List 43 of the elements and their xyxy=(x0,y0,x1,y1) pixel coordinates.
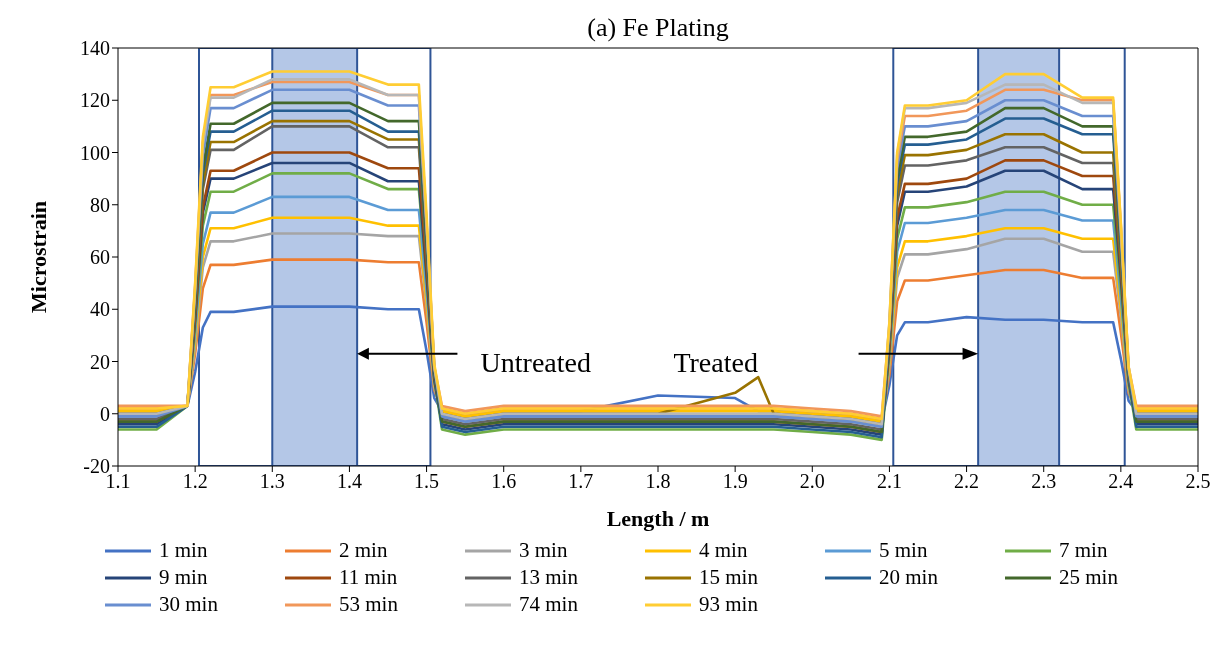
y-tick-label: 80 xyxy=(90,193,110,216)
x-tick-label: 1.5 xyxy=(414,470,440,493)
legend-label: 53 min xyxy=(339,592,398,617)
legend-label: 74 min xyxy=(519,592,578,617)
legend-label: 4 min xyxy=(699,538,748,563)
legend-label: 25 min xyxy=(1059,565,1118,590)
legend-label: 2 min xyxy=(339,538,388,563)
y-axis-title: Microstrain xyxy=(25,200,51,314)
y-tick-label: 40 xyxy=(90,298,110,321)
y-tick-label: 140 xyxy=(80,37,110,60)
x-tick-label: 1.7 xyxy=(568,470,594,493)
x-tick-label: 2.5 xyxy=(1185,470,1211,493)
legend-label: 11 min xyxy=(339,565,398,590)
x-tick-label: 2.4 xyxy=(1108,470,1134,493)
x-tick-label: 2.1 xyxy=(876,470,902,493)
y-tick-label: 100 xyxy=(80,141,110,164)
legend-label: 1 min xyxy=(159,538,208,563)
x-tick-label: 1.3 xyxy=(259,470,285,493)
x-tick-label: 1.2 xyxy=(182,470,208,493)
x-tick-label: 1.4 xyxy=(336,470,362,493)
x-tick-label: 2.2 xyxy=(954,470,980,493)
x-axis-title: Length / m xyxy=(606,506,710,531)
legend-label: 3 min xyxy=(519,538,568,563)
x-tick-label: 1.8 xyxy=(645,470,671,493)
legend-label: 20 min xyxy=(879,565,938,590)
x-tick-label: 2.0 xyxy=(799,470,825,493)
y-tick-label: 0 xyxy=(100,402,110,425)
x-tick-label: 1.9 xyxy=(722,470,748,493)
y-tick-label: 60 xyxy=(90,246,110,269)
legend-label: 15 min xyxy=(699,565,758,590)
x-tick-label: 1.6 xyxy=(491,470,517,493)
legend-label: 9 min xyxy=(159,565,208,590)
y-tick-label: 120 xyxy=(80,89,110,112)
legend-label: 30 min xyxy=(159,592,218,617)
y-tick-label: 20 xyxy=(90,350,110,373)
annotation: Treated xyxy=(673,346,758,378)
legend-label: 5 min xyxy=(879,538,928,563)
annotation: Untreated xyxy=(480,346,591,378)
x-tick-label: 2.3 xyxy=(1031,470,1057,493)
chart-title: (a) Fe Plating xyxy=(587,13,729,42)
legend-label: 7 min xyxy=(1059,538,1108,563)
legend-label: 93 min xyxy=(699,592,758,617)
legend-label: 13 min xyxy=(519,565,578,590)
